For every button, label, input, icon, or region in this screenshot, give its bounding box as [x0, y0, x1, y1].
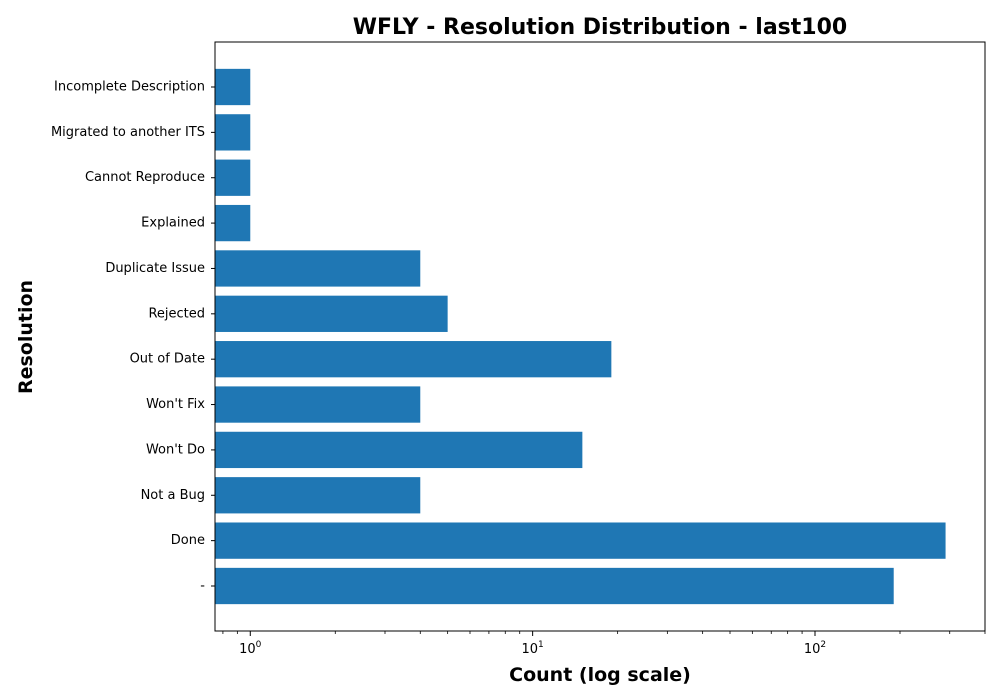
bar-duplicate-issue: [215, 250, 421, 287]
chart-title: WFLY - Resolution Distribution - last100: [353, 15, 847, 40]
y-tick-label-blank: -: [200, 579, 205, 594]
bar-migrated-to-another-its: [215, 114, 251, 151]
bar-won-t-fix: [215, 386, 421, 423]
bars-group: [215, 68, 946, 605]
bar-cannot-reproduce: [215, 159, 251, 196]
bar-not-a-bug: [215, 477, 421, 514]
y-tick-label-cannot-reproduce: Cannot Reproduce: [85, 170, 205, 185]
y-tick-label-explained: Explained: [141, 216, 205, 231]
y-tick-label-incomplete-description: Incomplete Description: [54, 80, 205, 95]
y-tick-label-done: Done: [171, 533, 205, 548]
y-tick-label-won-t-do: Won't Do: [146, 442, 205, 457]
plot-frame: [214, 41, 986, 632]
bar-done: [215, 522, 946, 559]
y-axis-ticks: - Done Not a Bug Won't Do Won't Fix Out of Da…: [51, 80, 215, 594]
x-tick-label-1e1: 101: [521, 640, 543, 657]
y-tick-label-out-of-date: Out of Date: [130, 352, 205, 367]
y-tick-label-won-t-fix: Won't Fix: [146, 397, 205, 412]
bar-won-t-do: [215, 431, 583, 469]
bar-incomplete-description: [215, 68, 251, 106]
x-axis-ticks: 100 101 102: [222, 631, 986, 657]
x-tick-label-1e0: 100: [239, 640, 262, 657]
bar-blank: [215, 567, 894, 605]
y-tick-label-rejected: Rejected: [148, 306, 205, 321]
bar-explained: [215, 204, 251, 242]
y-tick-label-duplicate-issue: Duplicate Issue: [105, 261, 205, 276]
x-axis-label: Count (log scale): [509, 664, 691, 686]
y-tick-label-not-a-bug: Not a Bug: [141, 488, 205, 503]
x-tick-label-1e2: 102: [804, 640, 826, 657]
bar-rejected: [215, 295, 448, 332]
y-tick-label-migrated-to-another-its: Migrated to another ITS: [51, 125, 205, 140]
bar-out-of-date: [215, 341, 612, 378]
y-axis-label: Resolution: [15, 280, 37, 394]
